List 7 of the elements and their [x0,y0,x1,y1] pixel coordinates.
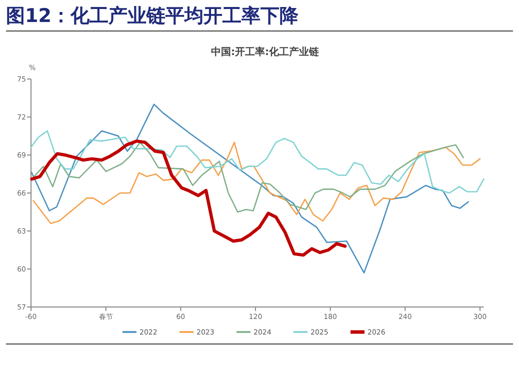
line-series [32,142,481,224]
line-series [31,104,469,274]
line-series [31,142,464,213]
chart-subtitle: 中国:开工率:化工产业链 [211,46,320,58]
chart-title: 图12：化工产业链平均开工率下降 [6,5,300,27]
line-series [30,139,347,257]
line-series [30,130,484,194]
